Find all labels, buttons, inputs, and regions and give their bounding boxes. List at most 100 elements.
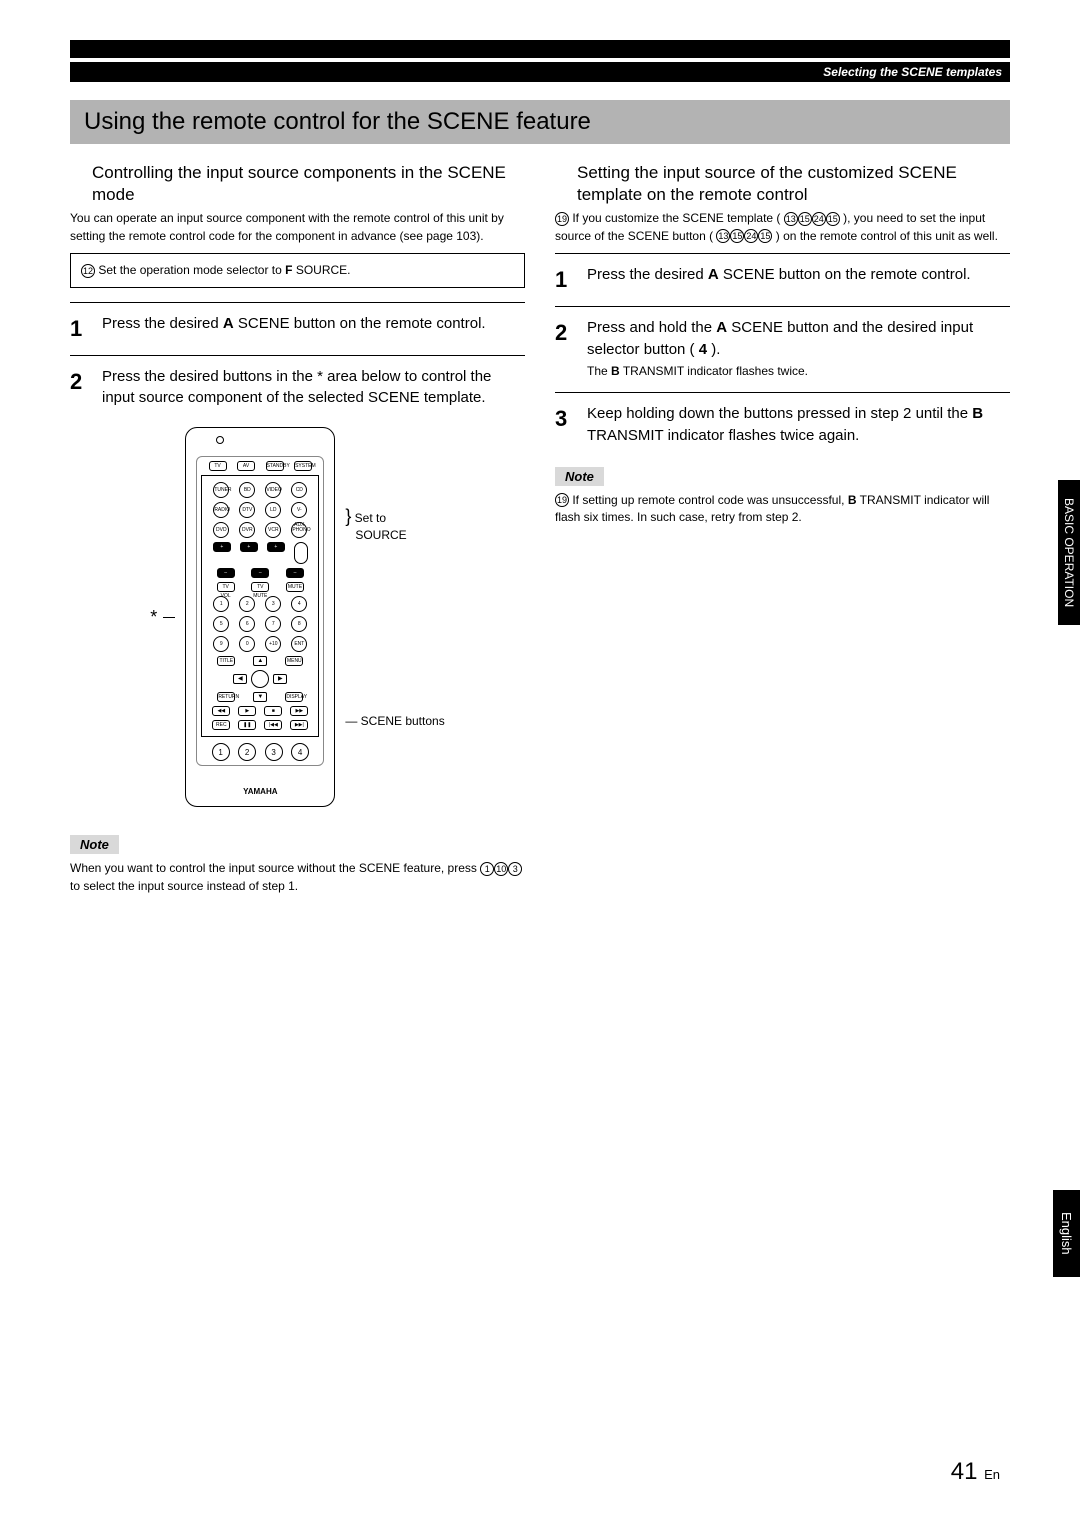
remote-num-9: 9: [213, 636, 229, 652]
remote-btn-return: RETURN: [217, 692, 235, 702]
remote-num-6: 6: [239, 616, 255, 632]
ref-circle-12: 12: [81, 264, 95, 278]
remote-btn-stop: ■: [264, 706, 282, 716]
ref-circ-15a2: 15: [826, 212, 840, 226]
box-line1: Set the operation mode selector to: [98, 263, 281, 277]
remote-btn-pause: ❚❚: [238, 720, 256, 730]
ref-a-3: A: [716, 319, 727, 336]
divider: [70, 302, 525, 303]
ref-circ-15b: 15: [730, 229, 744, 243]
right-note-badge: Note: [555, 467, 604, 486]
ref-circle-3b: 3: [508, 862, 522, 876]
dpad-enter: [251, 670, 269, 688]
r-step3a: Keep holding down th: [587, 405, 731, 422]
remote-num-0: 0: [239, 636, 255, 652]
l-step1a: Press the desired: [102, 315, 219, 332]
right-note-text: 19 If setting up remote control code was…: [555, 492, 1010, 527]
remote-num-2: 2: [239, 596, 255, 612]
r-note-transmit: TRANSMIT: [860, 493, 921, 507]
l-note-t1: When you want to control the input sourc…: [70, 861, 400, 875]
divider: [555, 306, 1010, 307]
remote-num-5: 5: [213, 616, 229, 632]
remote-num-4: 4: [291, 596, 307, 612]
remote-btn-radio: RADIO: [213, 502, 229, 518]
section-title: Using the remote control for the SCENE f…: [70, 100, 1010, 144]
remote-figure: * TV AV STANDBY SYSTEM: [70, 427, 525, 807]
remote-ir-led: [216, 436, 224, 444]
set-to-source-label: } Set to SOURCE: [345, 505, 444, 544]
r-step3b: e buttons pressed in step 2 until the: [731, 405, 968, 422]
remote-btn-minus-1: –: [217, 568, 235, 578]
ref-circ-15a: 15: [798, 212, 812, 226]
remote-num-10: +10: [265, 636, 281, 652]
remote-btn-play: ▶: [238, 706, 256, 716]
remote-btn-tv: TV: [209, 461, 227, 471]
r-step1a: Press the desired: [587, 266, 704, 283]
remote-btn-skipb: |◀◀: [264, 720, 282, 730]
box-source: SOURCE: [296, 263, 347, 277]
right-step-2: 2 Press and hold the A SCENE button and …: [555, 317, 1010, 382]
remote-btn-phono: PHONO: [291, 522, 307, 538]
ref-a-2: A: [708, 266, 719, 283]
step-1-text: Press the desired A SCENE button on the …: [102, 313, 486, 345]
remote-btn-minus-2: –: [251, 568, 269, 578]
dpad: ◀ ▶: [202, 670, 318, 688]
remote-btn-plus-1: +: [213, 542, 231, 552]
remote-btn-dvd: DVD: [213, 522, 229, 538]
remote-btn-aux: V-AUX: [291, 502, 307, 518]
remote-inner: TV AV STANDBY SYSTEM TUNER BD VIDEO CD: [196, 456, 324, 766]
remote-btn-tvvol: TV VOL: [217, 582, 235, 592]
r-step2a: Press and hold the: [587, 319, 712, 336]
r-step1b: button on the remote control.: [779, 266, 971, 283]
remote-btn-rec: REC: [212, 720, 230, 730]
r-step2d: The: [587, 364, 608, 378]
r-intro1: If you customize the SCENE template (: [572, 211, 780, 225]
r-step2-transmit: TRANSMIT: [623, 364, 684, 378]
remote-btn-system: SYSTEM: [294, 461, 312, 471]
dpad-down: ▼: [253, 692, 267, 702]
ref-f: F: [285, 263, 292, 277]
breadcrumb: Selecting the SCENE templates: [70, 62, 1010, 82]
ref-a-1: A: [223, 315, 234, 332]
mode-selector-slider: [294, 542, 308, 564]
remote-btn-vcr: VCR: [265, 522, 281, 538]
remote-num-3: 3: [265, 596, 281, 612]
ref-circ-24b: 24: [744, 229, 758, 243]
scene-btn-4: 4: [291, 743, 309, 761]
left-intro: You can operate an input source componen…: [70, 210, 525, 245]
right-heading: Setting the input source of the customiz…: [577, 162, 1010, 206]
remote-btn-menu: MENU: [285, 656, 303, 666]
scene-btn-2: 2: [238, 743, 256, 761]
step-2-text: Press the desired buttons in the * area …: [102, 366, 525, 410]
remote-num-8: 8: [291, 616, 307, 632]
left-intro1: You can operate an input source componen…: [70, 211, 350, 225]
r-step3-text: Keep holding down the buttons pressed in…: [587, 403, 1010, 447]
right-step-1: 1 Press the desired A SCENE button on th…: [555, 264, 1010, 296]
scene-buttons-row: 1 2 3 4: [207, 743, 313, 761]
top-rule: [70, 40, 1010, 58]
ref-circ-24a: 24: [812, 212, 826, 226]
star-label: *: [150, 607, 157, 628]
left-step-1: 1 Press the desired A SCENE button on th…: [70, 313, 525, 345]
right-intro: 19 If you customize the SCENE template (…: [555, 210, 1010, 245]
r-step1-scene: SCENE: [723, 266, 775, 283]
operation-mode-box: 12 Set the operation mode selector to F …: [70, 253, 525, 288]
ref-circle-10b: 10: [494, 862, 508, 876]
remote-btn-bd: BD: [239, 482, 255, 498]
r-step-num-3: 3: [555, 403, 573, 447]
fig-scene-buttons: SCENE buttons: [361, 714, 445, 728]
ref-circle-19: 19: [555, 212, 569, 226]
remote-btn-av: AV: [237, 461, 255, 471]
ref-circ-15b2: 15: [758, 229, 772, 243]
r-step2c: ).: [711, 341, 720, 358]
left-step-2: 2 Press the desired buttons in the * are…: [70, 366, 525, 410]
remote-btn-minus-3: –: [286, 568, 304, 578]
scene-btn-1: 1: [212, 743, 230, 761]
divider: [70, 355, 525, 356]
page-num-en: En: [984, 1467, 1000, 1482]
step-num-2: 2: [70, 366, 88, 410]
step-num-1: 1: [70, 313, 88, 345]
l-step1b: button on the remote control.: [294, 315, 486, 332]
right-labels: } Set to SOURCE — SCENE buttons: [345, 505, 444, 730]
divider: [555, 253, 1010, 254]
